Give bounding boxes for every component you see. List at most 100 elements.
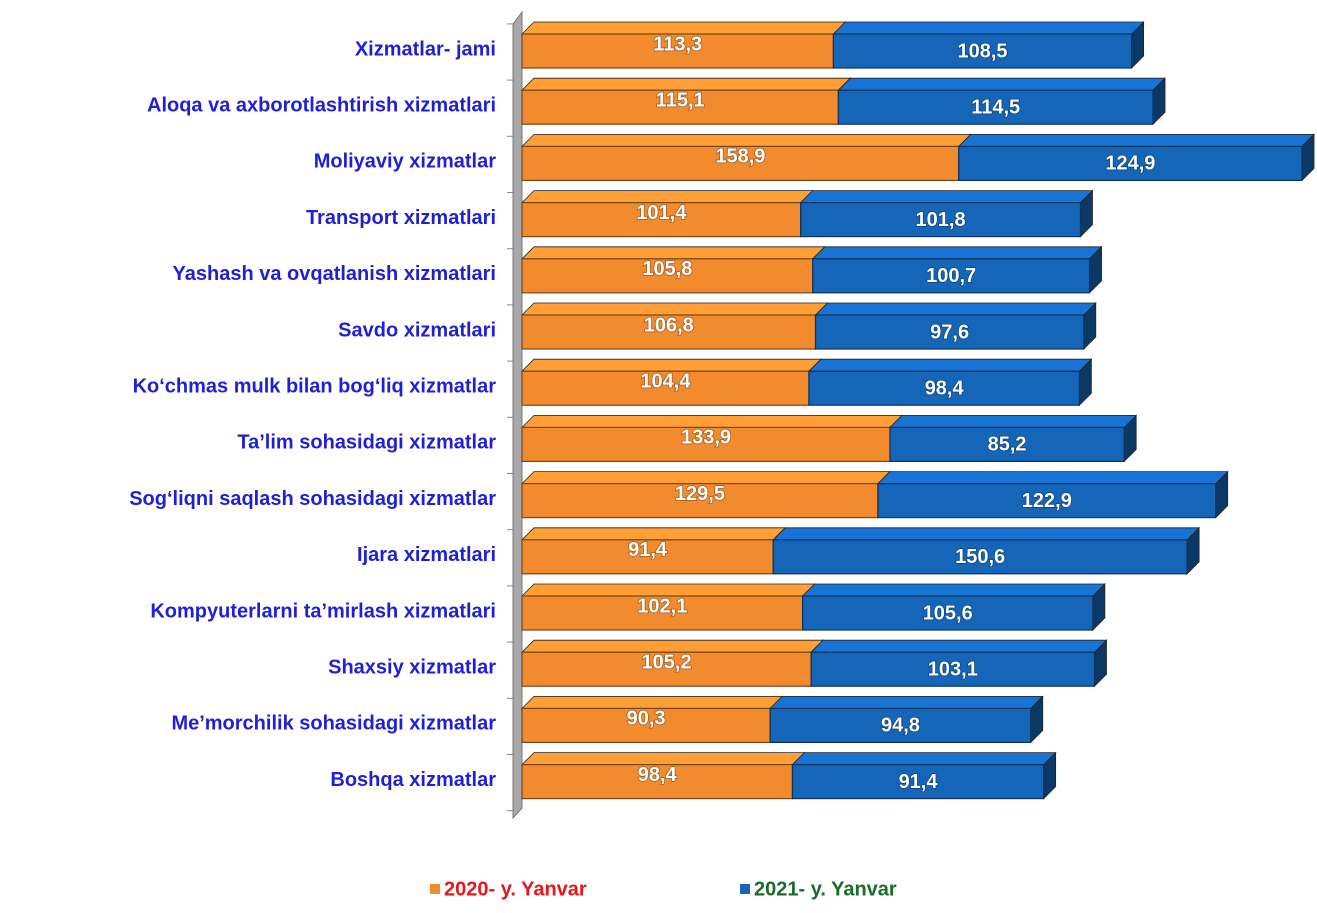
bar-top bbox=[521, 752, 806, 765]
category-label: Sog‘liqni saqlash sohasidagi xizmatlar bbox=[129, 488, 496, 510]
bar bbox=[521, 483, 879, 519]
category-label: Boshqa xizmatlar bbox=[330, 769, 496, 791]
bar-top bbox=[521, 471, 891, 485]
value-label: 129,5 bbox=[675, 483, 725, 505]
bar-top bbox=[521, 414, 903, 428]
bar-top bbox=[521, 639, 825, 653]
category-label: Moliyaviy xizmatlar bbox=[314, 151, 497, 173]
bar bbox=[877, 483, 1217, 519]
value-label: 150,6 bbox=[955, 546, 1005, 568]
bar-top bbox=[876, 471, 1229, 485]
bar-top bbox=[769, 696, 1044, 709]
bar bbox=[772, 539, 1188, 575]
bar-top bbox=[521, 302, 829, 316]
value-label: 158,9 bbox=[715, 146, 765, 168]
bar-top bbox=[521, 77, 852, 91]
legend-label: 2020- y. Yanvar bbox=[444, 878, 587, 900]
legend-label: 2021- y. Yanvar bbox=[754, 878, 897, 900]
category-label: Ta’lim sohasidagi xizmatlar bbox=[237, 432, 496, 454]
bar-top bbox=[521, 133, 972, 147]
value-label: 122,9 bbox=[1022, 490, 1072, 512]
bar bbox=[521, 145, 960, 181]
bar bbox=[800, 202, 1082, 238]
value-label: 124,9 bbox=[1105, 153, 1155, 175]
value-label: 97,6 bbox=[930, 321, 969, 343]
bar-top bbox=[957, 133, 1315, 147]
bar bbox=[521, 763, 794, 800]
bar-top bbox=[832, 21, 1145, 35]
value-label: 98,4 bbox=[925, 377, 965, 399]
value-label: 98,4 bbox=[638, 764, 678, 786]
bar bbox=[521, 258, 814, 294]
value-label: 108,5 bbox=[957, 40, 1007, 62]
category-label: Yashash va ovqatlanish xizmatlari bbox=[173, 263, 496, 285]
bar bbox=[958, 145, 1303, 181]
value-label: 114,5 bbox=[971, 96, 1020, 118]
bar-top bbox=[799, 190, 1094, 204]
bar bbox=[791, 763, 1045, 800]
bar bbox=[769, 707, 1032, 744]
bar-top bbox=[521, 21, 847, 35]
bar bbox=[837, 89, 1154, 125]
bar bbox=[521, 595, 804, 631]
value-label: 105,6 bbox=[923, 602, 973, 624]
axis-wall bbox=[512, 10, 523, 820]
bar bbox=[808, 370, 1080, 406]
value-label: 91,4 bbox=[628, 539, 668, 561]
value-label: 91,4 bbox=[899, 771, 939, 793]
legend-swatch bbox=[430, 884, 440, 894]
bar-top bbox=[521, 696, 784, 709]
bar bbox=[802, 595, 1094, 631]
bar-top bbox=[521, 583, 816, 597]
value-label: 101,8 bbox=[916, 209, 966, 231]
value-label: 94,8 bbox=[881, 715, 920, 737]
value-label: 133,9 bbox=[681, 427, 731, 449]
bar-top bbox=[814, 302, 1097, 316]
value-label: 90,3 bbox=[627, 708, 666, 730]
category-label: Xizmatlar- jami bbox=[355, 38, 496, 60]
bar bbox=[521, 33, 834, 69]
bar bbox=[814, 314, 1085, 350]
category-label: Ko‘chmas mulk bilan bog‘liq xizmatlar bbox=[133, 375, 497, 397]
bar bbox=[521, 370, 810, 406]
value-label: 103,1 bbox=[928, 658, 978, 680]
category-label: Kompyuterlarni ta’mirlash xizmatlari bbox=[150, 600, 496, 622]
bar-top bbox=[521, 190, 814, 204]
bar-top bbox=[521, 358, 822, 372]
value-label: 106,8 bbox=[644, 314, 694, 336]
category-label: Aloqa va axborotlashtirish xizmatlari bbox=[147, 94, 496, 116]
bar bbox=[521, 202, 802, 238]
category-label: Me’morchilik sohasidagi xizmatlar bbox=[171, 713, 496, 735]
bar-top bbox=[807, 358, 1093, 372]
bar-top bbox=[791, 752, 1057, 765]
bar-top bbox=[811, 246, 1103, 260]
bar-top bbox=[801, 583, 1106, 597]
value-label: 105,8 bbox=[642, 258, 692, 280]
value-label: 115,1 bbox=[656, 89, 705, 111]
value-label: 85,2 bbox=[988, 434, 1027, 456]
value-label: 113,3 bbox=[653, 33, 702, 55]
legend-swatch bbox=[740, 884, 750, 894]
bar-top bbox=[521, 246, 826, 260]
bar-top bbox=[521, 527, 787, 541]
value-label: 104,4 bbox=[640, 370, 691, 392]
bar bbox=[810, 651, 1096, 687]
bar bbox=[521, 89, 839, 125]
category-label: Shaxsiy xizmatlar bbox=[328, 656, 496, 678]
bar-top bbox=[772, 527, 1201, 541]
value-label: 101,4 bbox=[636, 202, 687, 224]
bar bbox=[521, 707, 771, 744]
bar-top bbox=[889, 414, 1138, 428]
value-label: 100,7 bbox=[926, 265, 976, 287]
bar-top bbox=[810, 639, 1108, 653]
value-label: 102,1 bbox=[637, 595, 687, 617]
value-label: 105,2 bbox=[642, 651, 692, 673]
bar bbox=[832, 33, 1133, 69]
bar-top bbox=[837, 77, 1167, 91]
category-label: Ijara xizmatlari bbox=[357, 544, 496, 566]
bar bbox=[889, 426, 1125, 462]
bar bbox=[812, 258, 1091, 294]
category-label: Savdo xizmatlari bbox=[338, 319, 496, 341]
category-label: Transport xizmatlari bbox=[306, 207, 496, 229]
